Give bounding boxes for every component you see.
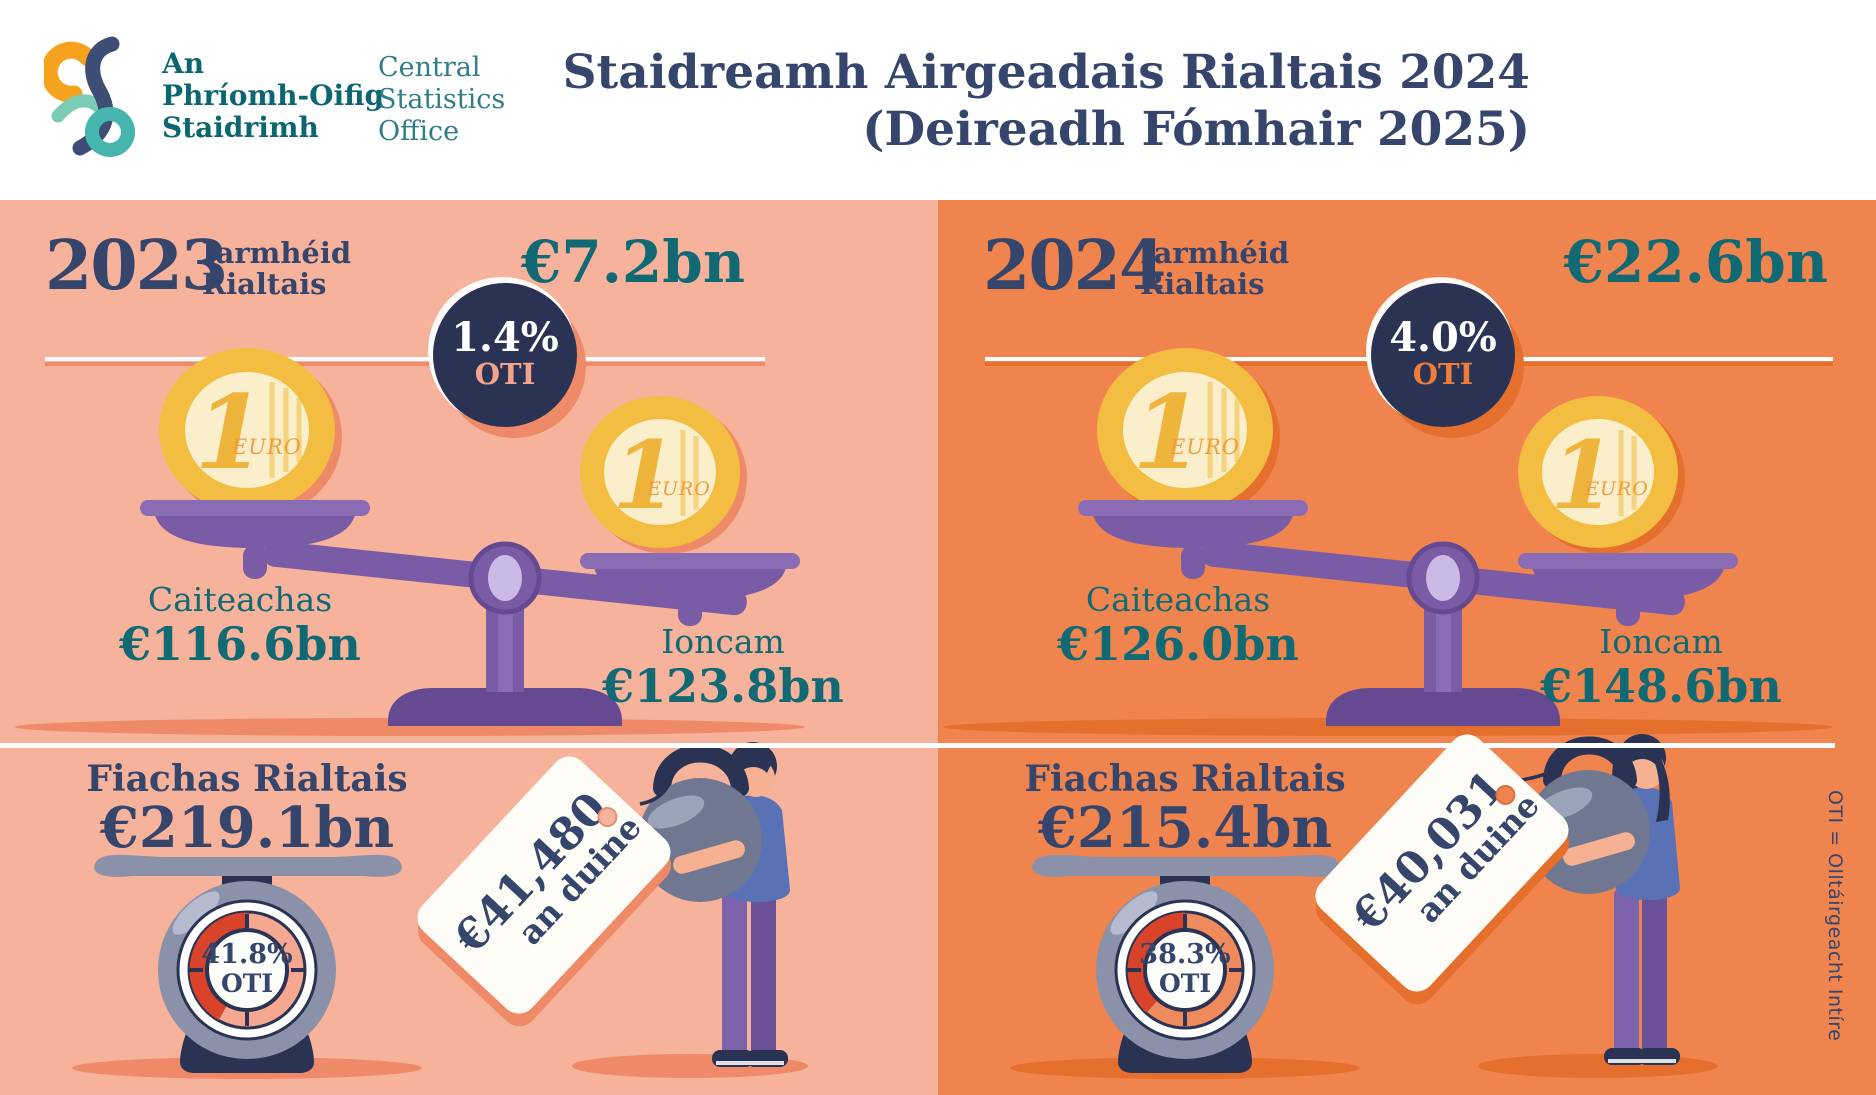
panel-2024-illustration: 1 EURO 1 EURO [943, 348, 1833, 1079]
balance-heading: Iarmhéid Rialtais [1140, 236, 1290, 302]
page-title-line2: (Deireadh Fómhair 2025) [862, 102, 1530, 158]
cso-logo-icon [44, 36, 135, 157]
person-ground-shadow [1478, 1054, 1718, 1078]
income-figure: Ioncam €148.6bn [1506, 622, 1816, 714]
weighing-scale-icon [94, 854, 402, 1073]
balance-oti-percent: 4.0% [1389, 314, 1497, 362]
weighing-scale-icon [1032, 854, 1340, 1073]
cso-name-irish-line: An [162, 47, 205, 80]
gauge-arc [1127, 912, 1186, 1013]
cso-name-english-line: Central [378, 52, 481, 83]
tag-string [639, 781, 672, 806]
kettlebell-icon [638, 744, 762, 902]
oti-footnote: OTI = Olltáirgeacht Intíre [1824, 790, 1846, 1042]
page-title-line1: Staidreamh Airgeadais Rialtais 2024 [562, 45, 1530, 100]
expenditure-figure: Caiteachas €116.6bn [90, 580, 390, 672]
balance-heading: Iarmhéid Rialtais [202, 236, 352, 302]
person-front-arm [673, 840, 745, 874]
balance-oti-badge: 1.4% OTI [433, 283, 577, 427]
coin-word: EURO [646, 478, 711, 500]
balance-oti-unit: OTI [1412, 357, 1474, 392]
balance-oti-percent: 1.4% [451, 314, 559, 362]
income-value: €123.8bn [602, 659, 844, 714]
balance-value: €7.2bn [521, 228, 745, 296]
cso-name-english-line: Statistics [378, 83, 506, 115]
coin-word: EURO [1584, 478, 1649, 500]
page-title: Staidreamh Airgeadais Rialtais 2024 (Dei… [530, 44, 1530, 159]
income-figure: Ioncam €123.8bn [568, 622, 878, 714]
balance-scale-icon: 1 EURO 1 EURO [1078, 348, 1738, 726]
section-divider-line [0, 743, 938, 748]
expenditure-label: Caiteachas [1085, 580, 1271, 619]
balance-ground-shadow [943, 718, 1833, 736]
year-label: 2024 [983, 226, 1166, 306]
balance-oti-unit: OTI [474, 357, 536, 392]
coin-numeral: 1 [1133, 373, 1204, 493]
gauge-arc [189, 912, 248, 1020]
income-value: €148.6bn [1540, 659, 1782, 714]
expenditure-value: €126.0bn [1057, 617, 1299, 672]
debt-figure: Fiachas Rialtais €219.1bn [47, 758, 447, 861]
expenditure-value: €116.6bn [119, 617, 361, 672]
debt-label: Fiachas Rialtais [86, 758, 408, 800]
debt-figure: Fiachas Rialtais €215.4bn [985, 758, 1385, 861]
expenditure-figure: Caiteachas €126.0bn [1028, 580, 1328, 672]
debt-oti-gauge-text: 38.3% OTI [1139, 939, 1231, 998]
section-divider-line [938, 743, 1835, 748]
coin-word: EURO [231, 435, 302, 459]
income-label: Ioncam [1599, 622, 1723, 661]
panel-2024: 1 EURO 1 EURO [938, 200, 1876, 1095]
top-divider-line [45, 357, 765, 361]
coin-numeral: 1 [195, 373, 266, 493]
cso-name-english-line: Office [378, 115, 460, 147]
debt-oti-gauge-text: 41.8% OTI [201, 939, 293, 998]
income-label: Ioncam [661, 622, 785, 661]
panel-2023: 1 EURO 1 EURO [0, 200, 938, 1095]
header: An Phríomh-Oifig Staidrimh Central Stati… [0, 0, 1876, 200]
year-label: 2023 [45, 226, 228, 306]
cso-name-irish-line: Staidrimh [162, 111, 319, 145]
debt-value: €219.1bn [99, 794, 395, 861]
cso-name-english: Central Statistics Office [378, 52, 505, 148]
debt-value: €215.4bn [1037, 794, 1333, 861]
expenditure-label: Caiteachas [147, 580, 333, 619]
coin-numeral: 1 [1550, 421, 1615, 531]
coin-numeral: 1 [612, 421, 677, 531]
cso-name-irish-line: Phríomh-Oifig [162, 79, 385, 113]
balance-value: €22.6bn [1563, 228, 1828, 296]
balance-oti-badge: 4.0% OTI [1371, 283, 1515, 427]
coin-word: EURO [1169, 435, 1240, 459]
panel-2023-illustration: 1 EURO 1 EURO [15, 348, 808, 1079]
balance-scale-icon: 1 EURO 1 EURO [140, 348, 800, 726]
cso-name-irish: An Phríomh-Oifig Staidrimh [162, 47, 385, 145]
debt-label: Fiachas Rialtais [1024, 758, 1346, 800]
person-front-arm [1563, 832, 1635, 866]
